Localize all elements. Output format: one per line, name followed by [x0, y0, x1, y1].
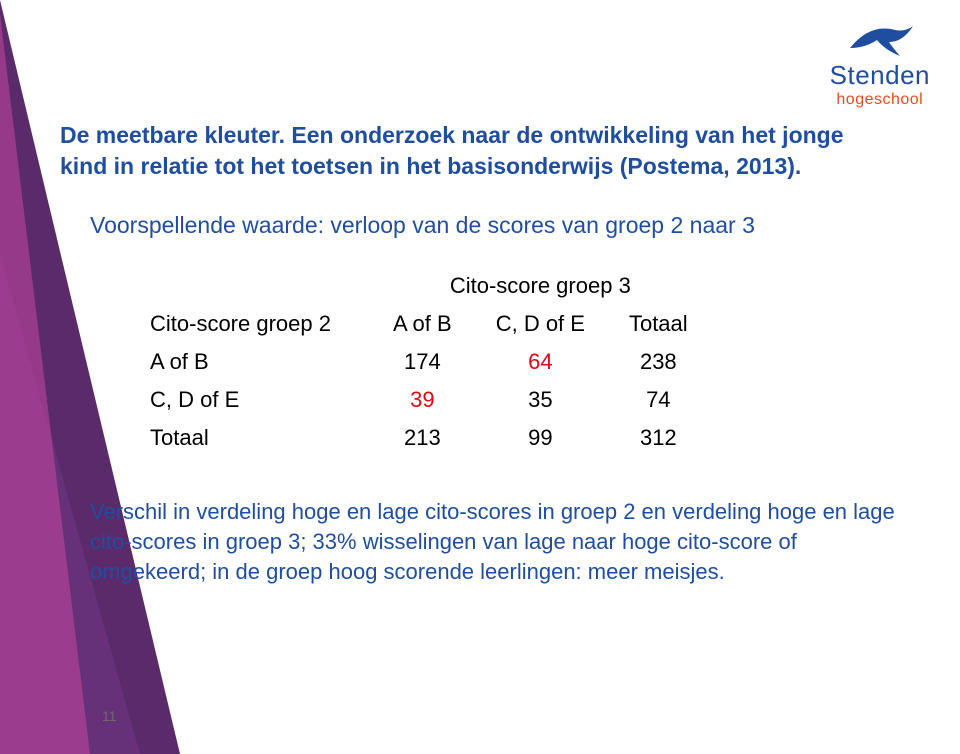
- slide-subtitle: Voorspellende waarde: verloop van de sco…: [60, 210, 920, 241]
- col-header-2: C, D of E: [474, 305, 607, 343]
- cell-v2: 99: [474, 419, 607, 457]
- row-label: A of B: [150, 343, 371, 381]
- row-label: Totaal: [150, 419, 371, 457]
- cell-total: 312: [607, 419, 710, 457]
- table-row: C, D of E393574: [150, 381, 710, 419]
- explanatory-paragraph: Verschil in verdeling hoge en lage cito-…: [60, 497, 920, 586]
- cell-v1: 213: [371, 419, 474, 457]
- table-row: A of B17464238: [150, 343, 710, 381]
- cell-total: 238: [607, 343, 710, 381]
- cell-total: 74: [607, 381, 710, 419]
- page-number: 11: [102, 708, 117, 724]
- content-area: De meetbare kleuter. Een onderzoek naar …: [60, 120, 920, 586]
- cell-v2: 35: [474, 381, 607, 419]
- stenden-logo: Stenden hogeschool: [830, 18, 930, 109]
- cell-v1: 174: [371, 343, 474, 381]
- table-row: Totaal21399312: [150, 419, 710, 457]
- row-header-label: Cito-score groep 2: [150, 305, 371, 343]
- swallow-icon: [845, 18, 915, 58]
- cell-v1: 39: [371, 381, 474, 419]
- title-line-2: kind in relatie tot het toetsen in het b…: [60, 153, 801, 179]
- logo-text-main: Stenden: [830, 60, 930, 91]
- slide: Stenden hogeschool De meetbare kleuter. …: [0, 0, 960, 754]
- logo-text-sub: hogeschool: [830, 91, 930, 109]
- table-super-header-row: Cito-score groep 3: [150, 267, 710, 305]
- slide-title: De meetbare kleuter. Een onderzoek naar …: [60, 120, 920, 182]
- title-line-1: De meetbare kleuter. Een onderzoek naar …: [60, 122, 844, 148]
- table-header-row: Cito-score groep 2 A of B C, D of E Tota…: [150, 305, 710, 343]
- row-label: C, D of E: [150, 381, 371, 419]
- cito-score-table: Cito-score groep 3 Cito-score groep 2 A …: [150, 267, 710, 457]
- col-header-1: A of B: [371, 305, 474, 343]
- col-header-3: Totaal: [607, 305, 710, 343]
- cell-v2: 64: [474, 343, 607, 381]
- table-super-header: Cito-score groep 3: [371, 267, 710, 305]
